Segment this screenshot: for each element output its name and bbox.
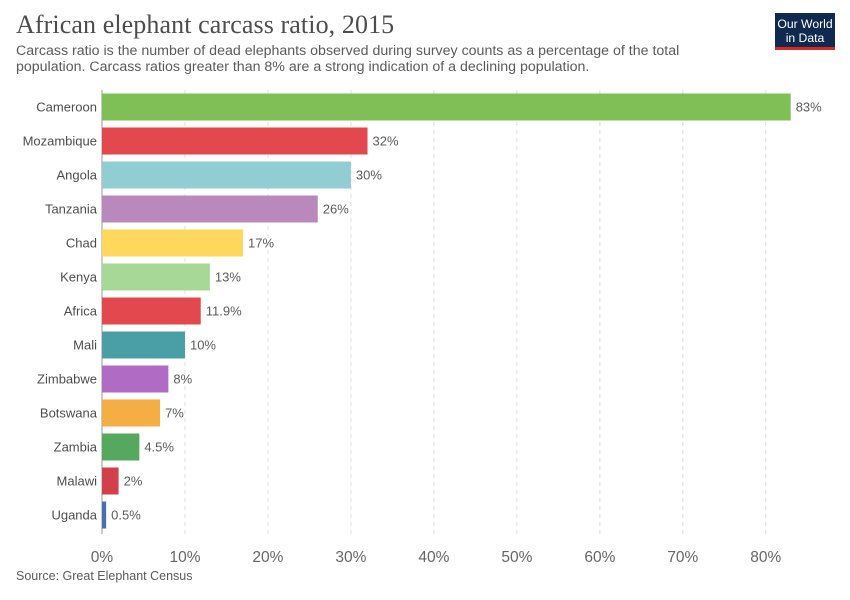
- bar: [102, 229, 244, 257]
- source-note: Source: Great Elephant Census: [16, 569, 193, 583]
- value-label: 30%: [356, 168, 382, 183]
- x-tick-label: 60%: [584, 549, 615, 566]
- value-label: 10%: [190, 338, 216, 353]
- bar: [102, 127, 368, 155]
- grid-lines: [184, 90, 767, 534]
- value-label: 17%: [248, 236, 274, 251]
- category-label: Mali: [73, 338, 97, 353]
- value-label: 8%: [173, 372, 192, 387]
- value-labels: 83% 32% 30% 26% 17% 13% 11.9% 10% 8% 7% 4.5% 2% 0.5%: [111, 100, 822, 523]
- value-label: 32%: [373, 134, 399, 149]
- value-label: 7%: [165, 406, 184, 421]
- category-label: Angola: [57, 168, 98, 183]
- x-tick-label: 20%: [252, 549, 283, 566]
- bar: [102, 331, 185, 359]
- category-label: Botswana: [40, 406, 98, 421]
- category-label: Zambia: [54, 440, 98, 455]
- value-label: 0.5%: [111, 508, 141, 523]
- bar: [102, 263, 210, 291]
- category-label: Zimbabwe: [37, 372, 97, 387]
- category-label: Africa: [64, 304, 98, 319]
- x-tick-label: 10%: [169, 549, 200, 566]
- bar: [102, 433, 140, 461]
- value-label: 11.9%: [206, 304, 242, 319]
- bars: [102, 93, 791, 529]
- chart-subtitle: Carcass ratio is the number of dead elep…: [16, 43, 680, 75]
- x-tick-label: 50%: [501, 549, 532, 566]
- bar: [102, 399, 161, 427]
- category-label: Tanzania: [45, 202, 98, 217]
- category-label: Kenya: [60, 270, 98, 285]
- category-label: Malawi: [57, 474, 98, 489]
- chart-title: African elephant carcass ratio, 2015: [16, 10, 395, 39]
- category-label: Chad: [66, 236, 97, 251]
- bar: [102, 297, 201, 325]
- logo-line-2: in Data: [785, 31, 825, 45]
- category-label: Mozambique: [23, 134, 97, 149]
- category-labels: Cameroon Mozambique Angola Tanzania Chad Keny…: [23, 100, 98, 523]
- bar: [102, 365, 169, 393]
- category-label: Cameroon: [36, 100, 97, 115]
- owid-logo[interactable]: Our World in Data: [775, 13, 835, 50]
- logo-line-1: Our World: [777, 17, 833, 31]
- category-label: Uganda: [51, 508, 97, 523]
- bar: [102, 161, 351, 189]
- value-label: 4.5%: [144, 440, 174, 455]
- x-tick-label: 40%: [418, 549, 449, 566]
- x-tick-label: 30%: [335, 549, 366, 566]
- value-label: 26%: [323, 202, 349, 217]
- value-label: 13%: [215, 270, 241, 285]
- bar: [102, 93, 791, 121]
- x-axis: 0% 10% 20% 30% 40% 50% 60% 70% 80%: [91, 90, 782, 566]
- x-tick-label: 80%: [750, 549, 781, 566]
- bar: [102, 501, 107, 529]
- x-tick-label: 0%: [91, 549, 114, 566]
- bar: [102, 467, 119, 495]
- value-label: 83%: [796, 100, 822, 115]
- x-tick-label: 70%: [667, 549, 698, 566]
- bar: [102, 195, 318, 223]
- value-label: 2%: [124, 474, 143, 489]
